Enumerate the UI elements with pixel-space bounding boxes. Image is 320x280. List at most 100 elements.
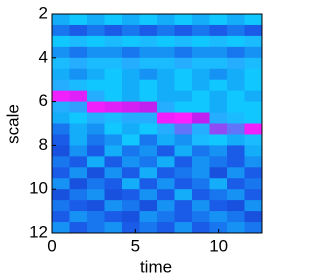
heatmap-cell	[245, 145, 263, 156]
heatmap-cell	[192, 25, 210, 36]
heatmap-cell	[105, 47, 123, 58]
heatmap-cell	[227, 145, 245, 156]
heatmap-cell	[140, 167, 158, 178]
heatmap-cell	[210, 47, 228, 58]
heatmap-cell	[87, 167, 105, 178]
heatmap-cell	[70, 145, 88, 156]
heatmap-cell	[192, 222, 210, 233]
heatmap-cell	[122, 189, 140, 200]
x-tick-label: 0	[47, 236, 56, 255]
heatmap-cell	[140, 25, 158, 36]
heatmap-cell	[87, 156, 105, 167]
heatmap-cell	[140, 124, 158, 135]
heatmap-cell	[227, 80, 245, 91]
heatmap-cell	[140, 211, 158, 222]
heatmap-cell	[122, 14, 140, 25]
heatmap-cell	[157, 222, 175, 233]
heatmap-cell	[227, 47, 245, 58]
heatmap-cell	[70, 14, 88, 25]
heatmap-cell	[192, 156, 210, 167]
heatmap-cell	[245, 47, 263, 58]
heatmap-cell	[105, 102, 123, 113]
heatmap-cell	[70, 36, 88, 47]
heatmap-cell	[87, 189, 105, 200]
heatmap-cell	[227, 69, 245, 80]
heatmap-cell	[52, 113, 70, 124]
heatmap-cell	[122, 80, 140, 91]
heatmap-cell	[105, 91, 123, 102]
heatmap-cell	[140, 178, 158, 189]
heatmap-cell	[227, 58, 245, 69]
heatmap-cell	[105, 69, 123, 80]
heatmap-cell	[122, 102, 140, 113]
heatmap-cell	[245, 91, 263, 102]
heatmap-cell	[157, 36, 175, 47]
heatmap-cell	[175, 25, 193, 36]
heatmap-cell	[192, 14, 210, 25]
heatmap-cell	[210, 145, 228, 156]
heatmap-cell	[87, 47, 105, 58]
heatmap-cell	[192, 113, 210, 124]
heatmap-cell	[105, 14, 123, 25]
heatmap-cell	[245, 167, 263, 178]
heatmap-cell	[192, 58, 210, 69]
heatmap-cell	[175, 36, 193, 47]
heatmap-cell	[52, 167, 70, 178]
heatmap-cell	[245, 156, 263, 167]
heatmap-cell	[245, 200, 263, 211]
x-tick-label: 10	[209, 236, 228, 255]
heatmap-cell	[192, 102, 210, 113]
heatmap-cell	[87, 124, 105, 135]
heatmap-cell	[105, 211, 123, 222]
heatmap-cell	[192, 36, 210, 47]
heatmap-cell	[140, 47, 158, 58]
heatmap-cell	[157, 134, 175, 145]
heatmap-cell	[122, 156, 140, 167]
heatmap-cell	[105, 36, 123, 47]
heatmap-cell	[157, 58, 175, 69]
heatmap-cell	[140, 91, 158, 102]
heatmap-cell	[227, 200, 245, 211]
heatmap-cell	[192, 69, 210, 80]
heatmap-cell	[192, 91, 210, 102]
heatmap-cell	[175, 69, 193, 80]
heatmap-cell	[227, 14, 245, 25]
heatmap-cell	[175, 91, 193, 102]
heatmap-cell	[87, 36, 105, 47]
heatmap-cell	[227, 178, 245, 189]
heatmap-cell	[140, 14, 158, 25]
heatmap-cell	[227, 102, 245, 113]
heatmap-cell	[52, 124, 70, 135]
heatmap-cell	[105, 156, 123, 167]
heatmap-cell	[52, 80, 70, 91]
heatmap-cell	[192, 134, 210, 145]
heatmap-cell	[105, 124, 123, 135]
heatmap-cell	[175, 200, 193, 211]
heatmap-cell	[52, 178, 70, 189]
heatmap-cell	[192, 80, 210, 91]
heatmap-cell	[245, 222, 263, 233]
heatmap-cell	[157, 113, 175, 124]
heatmap-cell	[175, 102, 193, 113]
heatmap-cell	[157, 47, 175, 58]
heatmap-cell	[87, 178, 105, 189]
heatmap-cell	[140, 134, 158, 145]
heatmap-cell	[245, 36, 263, 47]
heatmap-cell	[52, 134, 70, 145]
heatmap-cell	[105, 189, 123, 200]
heatmap-cell	[175, 47, 193, 58]
heatmap-cell	[52, 36, 70, 47]
heatmap-cell	[122, 91, 140, 102]
heatmap-cell	[192, 167, 210, 178]
heatmap-cell	[210, 189, 228, 200]
heatmap-cell	[70, 113, 88, 124]
heatmap-cell	[175, 145, 193, 156]
heatmap-cell	[87, 113, 105, 124]
heatmap-cell	[175, 156, 193, 167]
heatmap-cell	[105, 145, 123, 156]
heatmap-cell	[87, 58, 105, 69]
heatmap-cell	[175, 134, 193, 145]
heatmap-cell	[105, 178, 123, 189]
heatmap-cell	[70, 47, 88, 58]
y-axis-label: scale	[3, 104, 22, 144]
